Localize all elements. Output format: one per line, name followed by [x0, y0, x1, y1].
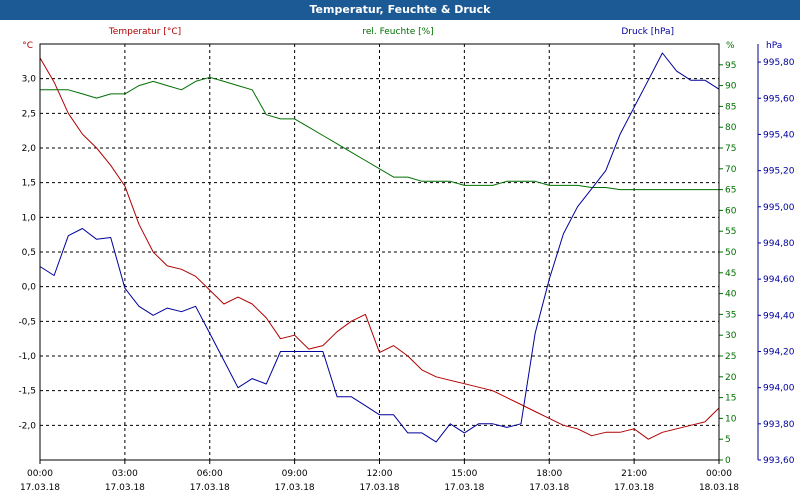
temperature-tick-label: 0,5 — [22, 248, 36, 258]
temperature-tick-label: -0,5 — [18, 317, 36, 327]
humidity-tick-label: 15 — [725, 394, 736, 404]
humidity-tick-label: 0 — [725, 456, 731, 466]
pressure-tick-label: 995,40 — [763, 130, 795, 140]
humidity-axis-label: rel. Feuchte [%] — [362, 27, 433, 37]
pressure-tick-label: 995,80 — [763, 58, 795, 68]
temperature-unit: °C — [22, 41, 33, 51]
humidity-tick-label: 10 — [725, 414, 737, 424]
pressure-tick-label: 994,80 — [763, 239, 795, 249]
pressure-tick-label: 994,40 — [763, 311, 795, 321]
x-tick-date: 17.03.18 — [614, 483, 654, 493]
chart-title-bar: Temperatur, Feuchte & Druck — [0, 0, 800, 20]
temperature-tick-label: 1,5 — [22, 179, 36, 189]
x-tick-time: 15:00 — [451, 469, 477, 479]
temperature-tick-label: 2,0 — [22, 144, 37, 154]
chart-title: Temperatur, Feuchte & Druck — [309, 3, 491, 16]
humidity-tick-label: 45 — [725, 269, 736, 279]
humidity-line — [40, 76, 719, 191]
x-tick-time: 00:00 — [706, 469, 732, 479]
pressure-axis-label: Druck [hPa] — [621, 27, 674, 37]
temperature-line — [39, 57, 720, 440]
series-layer — [39, 52, 720, 443]
pressure-unit: hPa — [766, 41, 782, 51]
humidity-tick-label: 35 — [725, 310, 736, 320]
humidity-tick-label: 25 — [725, 352, 736, 362]
humidity-tick-label: 50 — [725, 248, 737, 258]
pressure-tick-label: 995,60 — [763, 94, 795, 104]
humidity-tick-label: 55 — [725, 227, 736, 237]
temperature-tick-label: -1,5 — [18, 387, 36, 397]
humidity-tick-label: 75 — [725, 144, 736, 154]
humidity-tick-label: 70 — [725, 165, 737, 175]
x-tick-date: 17.03.18 — [20, 483, 60, 493]
pressure-tick-label: 995,20 — [763, 167, 795, 177]
humidity-tick-label: 60 — [725, 206, 737, 216]
humidity-tick-label: 5 — [725, 435, 731, 445]
x-tick-time: 00:00 — [27, 469, 53, 479]
temperature-tick-label: 1,0 — [22, 213, 37, 223]
pressure-line — [39, 52, 720, 443]
pressure-tick-label: 994,20 — [763, 347, 795, 357]
pressure-tick-label: 993,80 — [763, 420, 795, 430]
humidity-tick-label: 95 — [725, 61, 736, 71]
x-tick-date: 17.03.18 — [359, 483, 399, 493]
x-tick-time: 18:00 — [536, 469, 562, 479]
temperature-tick-label: 2,5 — [22, 109, 36, 119]
humidity-tick-label: 90 — [725, 82, 737, 92]
pressure-tick-label: 995,00 — [763, 203, 795, 213]
x-tick-time: 12:00 — [367, 469, 393, 479]
x-tick-date: 17.03.18 — [444, 483, 484, 493]
temperature-tick-label: -1,0 — [18, 352, 36, 362]
humidity-tick-label: 80 — [725, 123, 737, 133]
humidity-unit: % — [726, 41, 735, 51]
temperature-tick-label: 3,0 — [22, 75, 37, 85]
x-tick-time: 03:00 — [112, 469, 138, 479]
humidity-tick-label: 20 — [725, 373, 737, 383]
x-tick-date: 17.03.18 — [105, 483, 145, 493]
humidity-tick-label: 85 — [725, 102, 736, 112]
humidity-tick-label: 30 — [725, 331, 737, 341]
x-tick-time: 21:00 — [621, 469, 647, 479]
x-tick-date: 17.03.18 — [275, 483, 315, 493]
plot-frame — [39, 43, 720, 461]
temperature-tick-label: 0,0 — [22, 283, 37, 293]
x-tick-time: 06:00 — [197, 469, 223, 479]
pressure-tick-label: 994,60 — [763, 275, 795, 285]
x-tick-time: 09:00 — [282, 469, 308, 479]
temperature-axis-label: Temperatur [°C] — [108, 27, 181, 37]
axes: 00:00 17.03.18 03:00 17.03.18 06:00 17.03.18 0… — [18, 27, 794, 493]
x-tick-date: 17.03.18 — [529, 483, 569, 493]
pressure-tick-label: 993,60 — [763, 456, 795, 466]
grid — [40, 44, 719, 460]
humidity-tick-label: 40 — [725, 290, 737, 300]
x-tick-date: 17.03.18 — [190, 483, 230, 493]
temperature-tick-label: -2,0 — [18, 421, 36, 431]
x-tick-date: 18.03.18 — [699, 483, 739, 493]
pressure-tick-label: 994,00 — [763, 384, 795, 394]
humidity-tick-label: 65 — [725, 186, 736, 196]
